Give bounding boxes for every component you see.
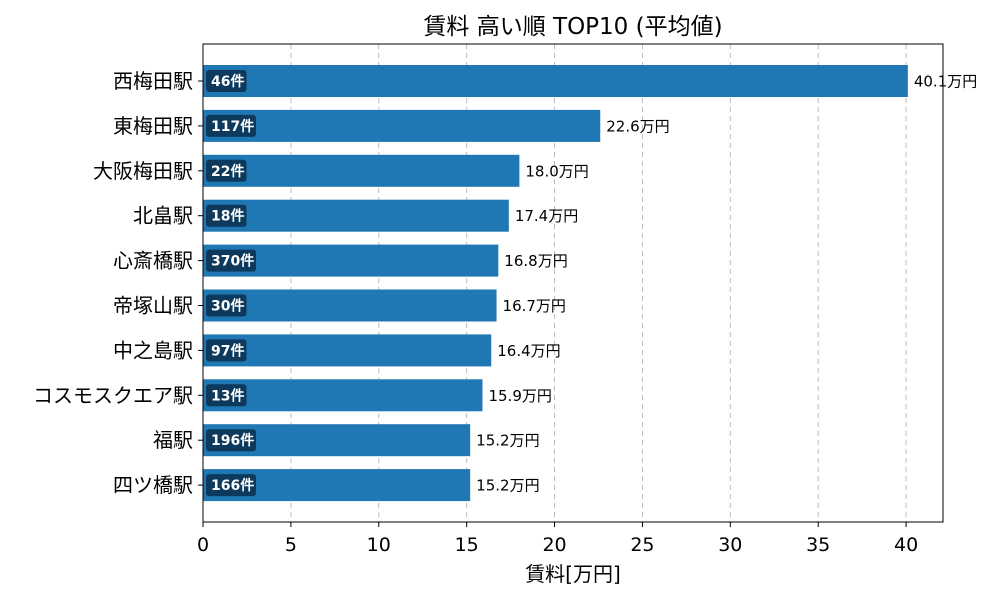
category-label: 西梅田駅 bbox=[113, 69, 193, 93]
x-axis-ticks: 0 5 10 15 20 25 30 35 40 bbox=[197, 522, 918, 556]
x-axis-label: 賃料[万円] bbox=[525, 562, 621, 586]
count-label: 117件 bbox=[211, 118, 254, 135]
value-label: 15.2万円 bbox=[476, 477, 539, 495]
bar bbox=[203, 334, 492, 367]
x-tick-label: 0 bbox=[197, 534, 209, 556]
count-badge bbox=[206, 70, 247, 92]
category-label: 福駅 bbox=[153, 428, 193, 452]
x-tick-label: 5 bbox=[285, 534, 297, 556]
value-label: 15.2万円 bbox=[476, 432, 539, 450]
count-label: 97件 bbox=[211, 342, 244, 359]
category-label: 北畠駅 bbox=[133, 204, 193, 228]
value-label: 18.0万円 bbox=[525, 162, 588, 180]
x-tick-label: 20 bbox=[542, 534, 566, 556]
value-label: 16.7万円 bbox=[503, 297, 566, 315]
count-badge bbox=[206, 474, 256, 497]
count-badge bbox=[206, 159, 247, 182]
x-tick-label: 25 bbox=[630, 534, 654, 556]
category-label: 東梅田駅 bbox=[113, 114, 193, 138]
x-tick-label: 30 bbox=[718, 534, 742, 556]
value-label: 17.4万円 bbox=[515, 207, 578, 225]
bar bbox=[203, 109, 601, 142]
count-badge bbox=[206, 114, 256, 137]
count-badge bbox=[206, 204, 247, 227]
count-badge bbox=[206, 294, 247, 317]
count-badge bbox=[206, 339, 247, 362]
value-label: 22.6万円 bbox=[606, 117, 669, 135]
bar bbox=[203, 379, 483, 412]
plot-frame bbox=[202, 43, 944, 523]
count-label: 196件 bbox=[211, 432, 254, 449]
bar bbox=[203, 199, 509, 232]
count-badge bbox=[206, 384, 247, 407]
count-label: 46件 bbox=[211, 73, 244, 90]
category-label: 帝塚山駅 bbox=[113, 294, 193, 318]
count-badge bbox=[206, 429, 256, 452]
bar bbox=[203, 154, 520, 187]
count-label: 30件 bbox=[211, 298, 244, 315]
x-tick-label: 15 bbox=[455, 534, 479, 556]
category-label: 大阪梅田駅 bbox=[93, 159, 193, 183]
category-label: コスモスクエア駅 bbox=[33, 383, 193, 407]
count-label: 22件 bbox=[211, 163, 244, 180]
bar bbox=[203, 289, 497, 322]
count-label: 166件 bbox=[211, 477, 254, 494]
chart-title: 賃料 高い順 TOP10 (平均値) bbox=[423, 14, 722, 40]
bar bbox=[203, 65, 908, 97]
x-tick-label: 10 bbox=[367, 534, 391, 556]
count-label: 18件 bbox=[211, 208, 244, 225]
x-tick-label: 35 bbox=[806, 534, 830, 556]
value-label: 15.9万円 bbox=[488, 387, 551, 405]
value-label: 40.1万円 bbox=[914, 73, 977, 91]
value-label: 16.8万円 bbox=[504, 252, 567, 270]
category-label: 心斎橋駅 bbox=[113, 249, 193, 273]
count-badge bbox=[206, 249, 256, 272]
count-label: 370件 bbox=[211, 253, 254, 270]
x-tick-label: 40 bbox=[894, 534, 918, 556]
value-label: 16.4万円 bbox=[497, 342, 560, 360]
category-label: 中之島駅 bbox=[113, 338, 193, 362]
count-label: 13件 bbox=[211, 387, 244, 404]
category-label: 四ツ橋駅 bbox=[113, 473, 193, 497]
